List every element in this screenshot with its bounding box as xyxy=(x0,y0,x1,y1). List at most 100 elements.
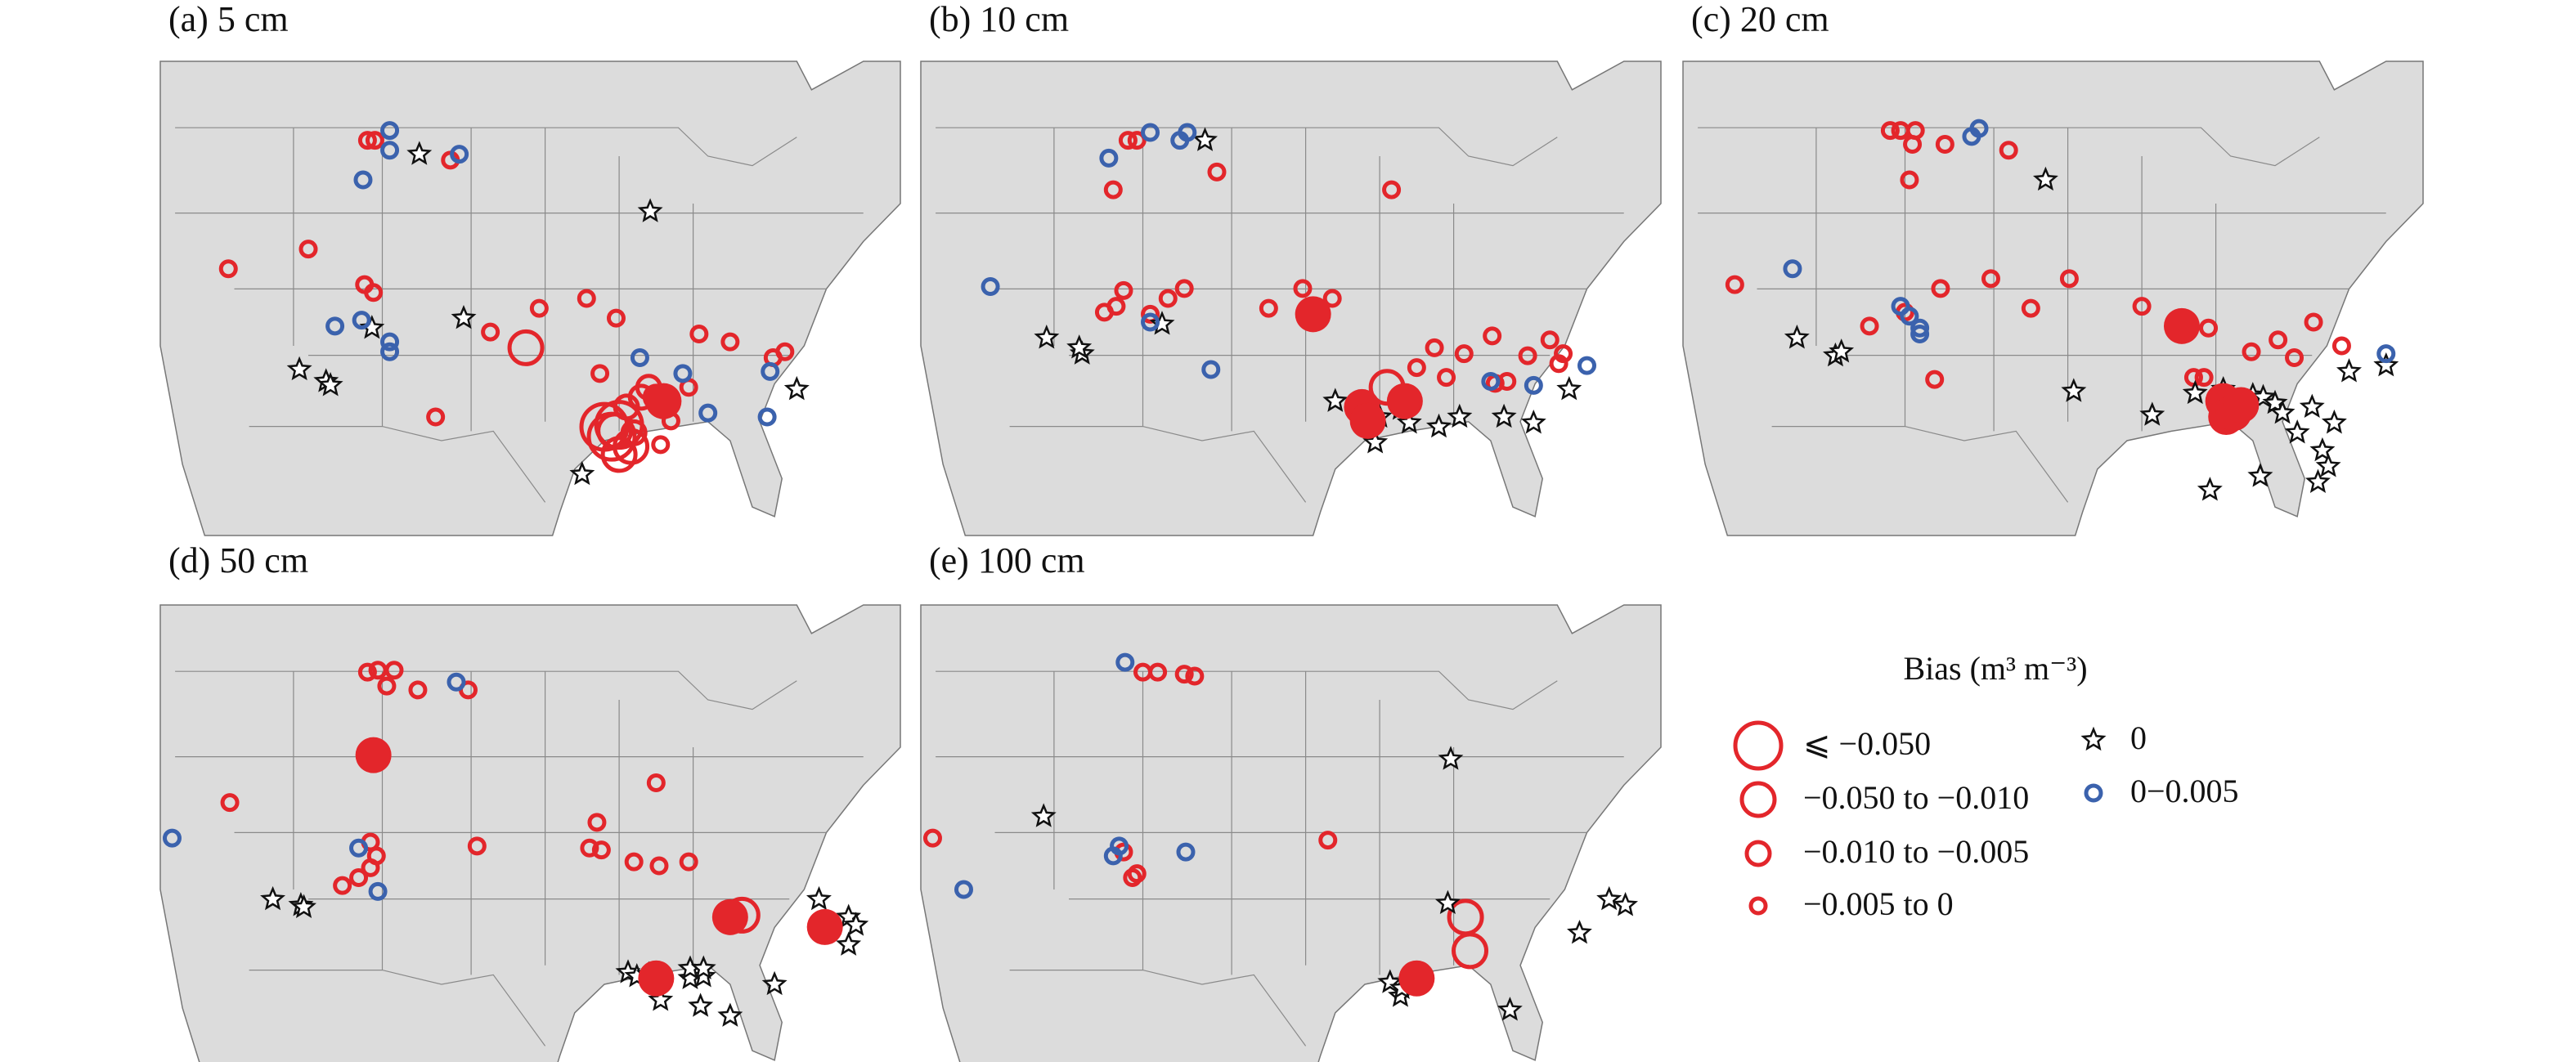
circle-marker xyxy=(467,836,487,856)
star-marker xyxy=(761,970,788,996)
star-marker xyxy=(1491,403,1517,428)
star-marker xyxy=(291,894,316,918)
star-marker xyxy=(2373,352,2399,377)
circle-marker xyxy=(1483,326,1502,346)
state-border xyxy=(249,426,546,503)
filled-marker xyxy=(355,737,392,773)
star-marker xyxy=(2197,477,2223,501)
star-marker xyxy=(1034,325,1060,349)
map-panel: (a) 5 cm xyxy=(159,0,901,536)
land xyxy=(920,60,1662,536)
star-marker xyxy=(359,315,385,339)
filled-marker xyxy=(1349,402,1386,439)
state-border xyxy=(1771,426,2069,503)
circle-marker xyxy=(2199,318,2219,338)
circle-marker xyxy=(1860,316,1879,336)
circle-marker xyxy=(1174,665,1194,684)
circle-marker xyxy=(408,680,428,700)
legend-symbol xyxy=(2084,783,2103,803)
circle-marker xyxy=(1935,135,1954,154)
circle-marker xyxy=(377,676,397,696)
circle-marker xyxy=(1577,356,1596,375)
circle-marker xyxy=(218,259,238,279)
circle-marker xyxy=(1524,375,1543,395)
circle-marker xyxy=(2285,348,2304,367)
circle-marker xyxy=(1382,180,1402,199)
circle-marker xyxy=(624,852,644,872)
circle-marker xyxy=(1178,123,1197,142)
circle-marker xyxy=(649,856,669,876)
circle-marker xyxy=(2059,269,2079,289)
star-marker xyxy=(1030,803,1057,827)
circle-marker xyxy=(1880,121,1900,141)
circle-marker xyxy=(580,838,599,858)
star-marker xyxy=(1396,409,1422,434)
star-marker xyxy=(2269,399,2296,424)
star-marker xyxy=(2315,453,2341,477)
circle-marker xyxy=(1931,279,1950,298)
circle-marker xyxy=(333,876,352,895)
star-marker xyxy=(2309,437,2336,462)
map-panel: (d) 50 cm xyxy=(159,540,901,1062)
circle-marker xyxy=(1900,170,1919,190)
star-marker xyxy=(1425,413,1452,438)
legend-symbol xyxy=(2080,726,2107,751)
star-marker xyxy=(1613,892,1639,916)
circle-marker xyxy=(2194,368,2214,388)
state-border xyxy=(249,970,546,1046)
star-marker xyxy=(286,356,312,381)
star-marker xyxy=(317,372,343,397)
star-marker xyxy=(2247,463,2273,487)
filled-marker xyxy=(645,383,682,419)
star-marker xyxy=(2284,419,2310,444)
legend-label: ⩽ −0.050 xyxy=(1803,725,1931,762)
circle-marker xyxy=(1118,131,1138,150)
star-marker xyxy=(2321,409,2347,434)
star-marker xyxy=(836,931,862,956)
map-panel: (e) 100 cm xyxy=(920,540,1662,1062)
circle-marker xyxy=(606,308,626,328)
panel-title: (c) 20 cm xyxy=(1691,0,1829,39)
star-marker xyxy=(1567,919,1592,944)
circle-marker xyxy=(1207,162,1227,181)
star-marker xyxy=(2336,358,2363,383)
circle-marker xyxy=(587,813,607,832)
circle-marker xyxy=(1127,864,1147,884)
star-marker xyxy=(2299,393,2325,419)
circle-marker xyxy=(679,852,698,872)
circle-marker xyxy=(357,662,377,682)
filled-marker xyxy=(2163,307,2200,344)
filled-marker xyxy=(711,898,748,935)
star-marker xyxy=(1829,338,1855,363)
star-marker xyxy=(1322,388,1349,412)
circle-marker xyxy=(591,840,611,860)
circle-marker xyxy=(1554,344,1573,364)
circle-marker xyxy=(1981,269,2000,289)
circle-marker xyxy=(1549,354,1568,374)
circle-marker xyxy=(380,342,400,361)
circle-marker xyxy=(577,289,596,308)
legend-label: −0.010 to −0.005 xyxy=(1803,833,2029,870)
legend-label: 0−0.005 xyxy=(2130,773,2239,809)
circle-marker xyxy=(775,342,795,361)
legend-symbol xyxy=(1733,720,1784,771)
circle-marker xyxy=(600,436,638,473)
star-marker xyxy=(2305,468,2331,493)
star-marker xyxy=(2182,379,2208,405)
circle-marker xyxy=(1783,259,1802,279)
circle-marker xyxy=(646,773,666,792)
star-marker xyxy=(260,885,286,911)
legend-title: Bias (m³ m⁻³) xyxy=(1903,650,2087,687)
circle-marker xyxy=(1925,370,1945,389)
star-marker xyxy=(783,375,810,401)
filled-marker xyxy=(638,960,675,997)
circle-marker xyxy=(380,332,400,352)
filled-marker xyxy=(806,908,843,945)
land xyxy=(1682,60,2424,536)
star-marker xyxy=(569,460,595,486)
filled-marker xyxy=(2223,387,2260,423)
legend-symbol xyxy=(1748,896,1768,916)
circle-marker xyxy=(720,332,740,352)
circle-marker xyxy=(1115,652,1135,672)
